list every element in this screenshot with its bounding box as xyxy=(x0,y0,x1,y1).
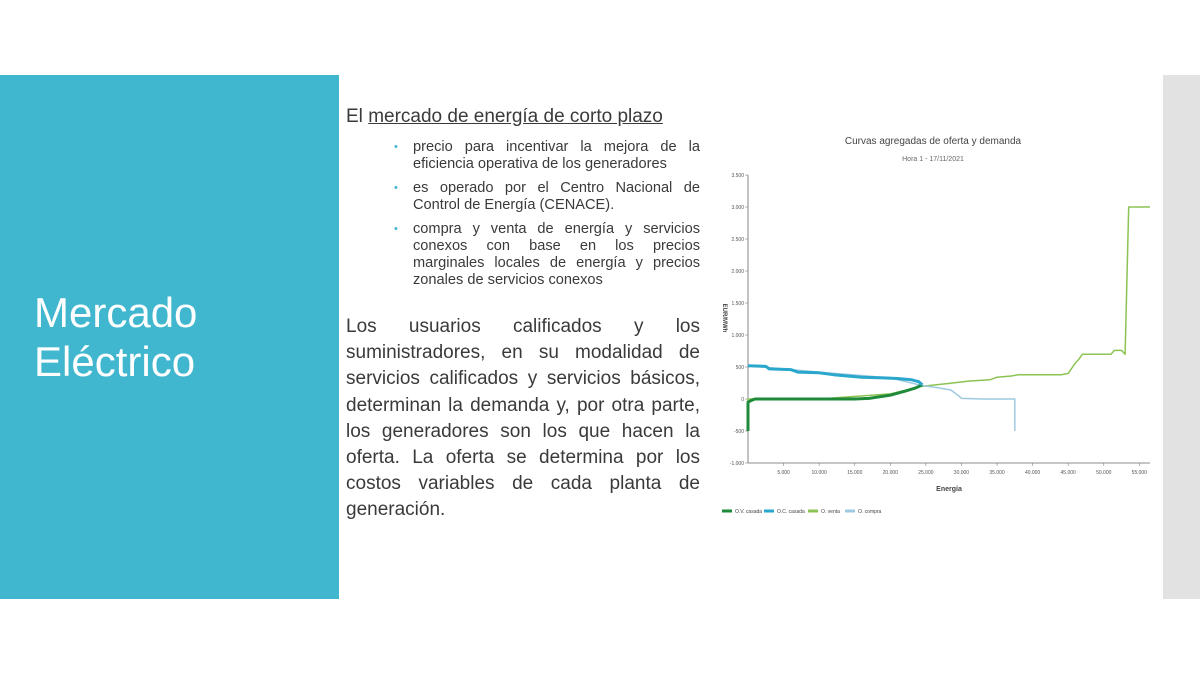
y-tick-label: 1.000 xyxy=(731,333,744,339)
x-tick-label: 45.000 xyxy=(1061,470,1077,476)
bullet-text: es operado por el Centro Nacional de Con… xyxy=(413,180,700,213)
series-lines xyxy=(746,206,1150,431)
intro-line: El mercado de energía de corto plazo xyxy=(346,106,663,128)
bullet-item: • es operado por el Centro Nacional de Co… xyxy=(394,180,700,214)
y-tick-label: 2.500 xyxy=(731,237,744,243)
y-tick-label: -500 xyxy=(734,429,744,435)
y-tick-label: 3.500 xyxy=(731,173,744,179)
slide-title: Mercado Eléctrico xyxy=(34,288,197,386)
y-tick-label: 1.500 xyxy=(731,301,744,307)
x-tick-label: 10.000 xyxy=(812,470,828,476)
legend-label: O.V. casada xyxy=(735,509,762,515)
series-line-o-c-casada xyxy=(747,364,924,387)
x-tick-label: 15.000 xyxy=(847,470,863,476)
supply-demand-chart: Curvas agregadas de oferta y demanda Hor… xyxy=(721,136,1150,515)
intro-link-text: mercado de energía de corto plazo xyxy=(368,106,663,127)
bullet-item: • precio para incentivar la mejora de la … xyxy=(394,139,700,173)
x-tick-label: 50.000 xyxy=(1096,470,1112,476)
x-tick-label: 40.000 xyxy=(1025,470,1041,476)
legend-label: O. compra xyxy=(858,509,882,515)
x-tick-label: 35.000 xyxy=(989,470,1005,476)
y-tick-label: 500 xyxy=(736,365,745,371)
chart-title: Curvas agregadas de oferta y demanda xyxy=(845,136,1022,147)
bullet-text: compra y venta de energía y servicios co… xyxy=(413,221,700,288)
body-paragraph: Los usuarios calificados y los suministr… xyxy=(346,316,700,521)
bullet-dot-icon: • xyxy=(394,141,398,153)
x-tick-label: 30.000 xyxy=(954,470,970,476)
slide-title-line2: Eléctrico xyxy=(34,338,196,385)
bullet-item: • compra y venta de energía y servicios c… xyxy=(394,221,700,289)
axes: 3.500 3.000 2.500 2.000 1.500 1.000 500 0 -500 -1… xyxy=(730,173,1150,476)
y-tick-label: -1.000 xyxy=(730,461,744,467)
bullet-dot-icon: • xyxy=(394,182,398,194)
series-line-o-v-casada xyxy=(746,383,923,431)
legend-label: O. venta xyxy=(821,509,840,515)
intro-prefix: El xyxy=(346,106,369,127)
bullet-list: • precio para incentivar la mejora de la … xyxy=(394,139,700,296)
bullet-dot-icon: • xyxy=(394,223,398,235)
y-tick-label: 0 xyxy=(741,397,744,403)
y-tick-label: 3.000 xyxy=(731,205,744,211)
x-axis-label: Energía xyxy=(936,486,962,493)
title-panel xyxy=(0,75,339,599)
legend: O.V. casada O.C. casada O. venta O. compra xyxy=(722,509,882,515)
bullet-text: precio para incentivar la mejora de la e… xyxy=(413,139,700,172)
y-tick-label: 2.000 xyxy=(731,269,744,275)
series-line-o-venta xyxy=(747,206,1150,431)
x-tick-label: 55.000 xyxy=(1132,470,1148,476)
chart-subtitle: Hora 1 - 17/11/2021 xyxy=(902,156,964,163)
x-tick-label: 5.000 xyxy=(777,470,790,476)
legend-label: O.C. casada xyxy=(777,509,805,515)
x-tick-label: 25.000 xyxy=(918,470,934,476)
x-tick-label: 20.000 xyxy=(883,470,899,476)
slide-title-line1: Mercado xyxy=(34,289,198,336)
right-edge-strip xyxy=(1163,75,1200,599)
y-axis-label: EUR/MWh xyxy=(721,304,727,333)
